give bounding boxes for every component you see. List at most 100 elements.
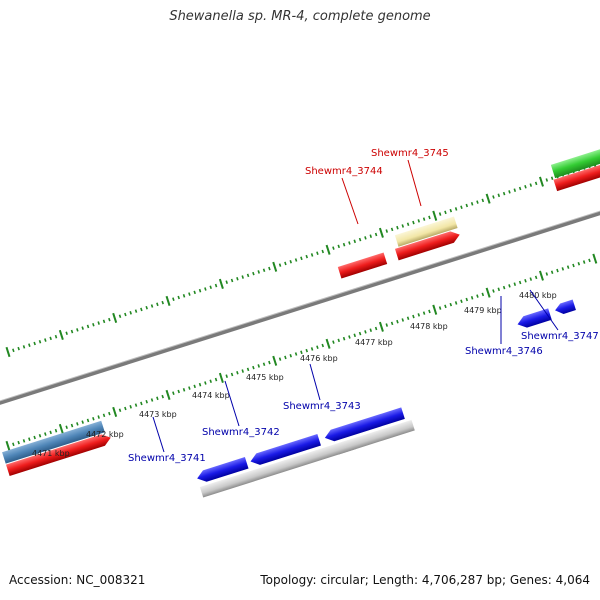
scale-tick bbox=[422, 217, 426, 221]
scale-tick bbox=[438, 212, 442, 216]
kbp-label: 4480 kbp bbox=[519, 291, 557, 300]
gene-feature-forward[interactable] bbox=[6, 432, 113, 477]
scale-tick bbox=[444, 210, 447, 215]
scale-tick bbox=[241, 275, 244, 279]
scale-tick bbox=[417, 313, 421, 317]
scale-tick bbox=[108, 411, 111, 416]
scale-tick bbox=[364, 236, 367, 240]
gene-label-leader bbox=[529, 289, 559, 331]
scale-tick bbox=[38, 340, 42, 344]
gene-feature-forward[interactable] bbox=[550, 140, 600, 179]
scale-tick bbox=[582, 260, 586, 264]
scale-tick bbox=[390, 227, 394, 232]
scale-tick bbox=[476, 200, 479, 204]
scale-tick bbox=[556, 268, 559, 273]
scale-tick bbox=[257, 364, 260, 368]
rna-feature[interactable] bbox=[394, 216, 458, 247]
scale-tick bbox=[204, 287, 207, 291]
scale-tick bbox=[102, 319, 106, 324]
scale-tick bbox=[165, 295, 171, 306]
scale-tick bbox=[592, 253, 598, 264]
scale-tick bbox=[561, 267, 565, 271]
scale-tick bbox=[124, 406, 127, 411]
scale-tick bbox=[465, 203, 469, 208]
kbp-label: 4471 kbp bbox=[32, 449, 70, 458]
scale-tick bbox=[321, 249, 324, 254]
scale-tick bbox=[33, 341, 36, 346]
gene-feature-forward[interactable] bbox=[553, 154, 600, 192]
gene-feature-reverse-3747[interactable] bbox=[554, 299, 576, 317]
scale-tick bbox=[513, 282, 517, 286]
scale-tick bbox=[524, 279, 527, 283]
scale-tick bbox=[268, 266, 271, 271]
scale-tick bbox=[353, 333, 357, 338]
scale-tick bbox=[538, 270, 544, 281]
gene-label-leader bbox=[152, 416, 165, 453]
scale-tick bbox=[364, 330, 367, 334]
scale-tick bbox=[460, 299, 463, 304]
scale-tick bbox=[54, 428, 58, 433]
scale-tick bbox=[294, 352, 298, 356]
kbp-label: 4472 kbp bbox=[86, 430, 124, 439]
gene-feature-forward-3744[interactable] bbox=[337, 252, 388, 279]
scale-tick bbox=[92, 416, 95, 421]
scale-tick bbox=[396, 225, 399, 230]
gene-feature-reverse[interactable] bbox=[199, 438, 356, 498]
scale-tick bbox=[150, 304, 154, 308]
scale-tick bbox=[497, 287, 501, 292]
gene-feature-forward-3745[interactable] bbox=[394, 229, 462, 261]
gene-label[interactable]: Shewmr4_3746 bbox=[465, 346, 543, 357]
scale-tick bbox=[218, 278, 224, 289]
scale-tick bbox=[278, 357, 282, 361]
scale-tick bbox=[289, 259, 292, 264]
scale-tick bbox=[44, 432, 47, 436]
scale-tick bbox=[310, 253, 314, 257]
scale-tick bbox=[33, 435, 36, 440]
gene-feature-reverse-3742[interactable] bbox=[249, 434, 321, 467]
scale-tick bbox=[278, 263, 282, 267]
scale-tick bbox=[172, 297, 175, 301]
gene-feature-reverse-3743[interactable] bbox=[323, 407, 405, 443]
gene-label[interactable]: Shewmr4_3741 bbox=[128, 453, 206, 464]
scale-tick bbox=[310, 347, 314, 351]
gene-label[interactable]: Shewmr4_3747 bbox=[521, 331, 599, 342]
scale-tick bbox=[12, 348, 15, 353]
kbp-label: 4476 kbp bbox=[300, 354, 338, 363]
scale-tick bbox=[70, 423, 74, 428]
scale-tick bbox=[348, 241, 351, 245]
scale-tick bbox=[529, 277, 533, 281]
scale-tick bbox=[230, 278, 234, 283]
kbp-label: 4473 kbp bbox=[139, 410, 177, 419]
gene-label-leader bbox=[224, 380, 240, 427]
scale-tick bbox=[401, 224, 405, 228]
gene-label[interactable]: Shewmr4_3742 bbox=[202, 427, 280, 438]
scale-tick bbox=[481, 292, 485, 297]
scale-tick bbox=[485, 287, 491, 298]
gene-feature-reverse-3741[interactable] bbox=[195, 457, 249, 484]
scale-tick bbox=[422, 311, 426, 315]
scale-tick bbox=[316, 345, 319, 349]
gene-feature-reverse[interactable] bbox=[335, 419, 415, 455]
scale-tick bbox=[374, 232, 378, 237]
scale-tick bbox=[492, 195, 495, 199]
scale-tick bbox=[214, 283, 218, 288]
gene-label[interactable]: Shewmr4_3743 bbox=[283, 401, 361, 412]
scale-tick bbox=[204, 381, 207, 385]
gene-feature-reverse-3746[interactable] bbox=[516, 308, 552, 330]
scale-tick bbox=[22, 439, 26, 443]
genome-backbone-highlight bbox=[0, 210, 600, 402]
scale-tick bbox=[22, 345, 26, 349]
scale-tick bbox=[497, 193, 501, 198]
scale-tick bbox=[38, 434, 42, 438]
scale-tick bbox=[108, 317, 111, 322]
gene-label-leader bbox=[407, 159, 422, 207]
scale-tick bbox=[325, 244, 331, 255]
gene-feature-forward[interactable] bbox=[2, 420, 105, 464]
scale-tick bbox=[54, 334, 58, 339]
gene-label[interactable]: Shewmr4_3744 bbox=[305, 166, 383, 177]
scale-tick bbox=[412, 220, 415, 225]
scale-tick bbox=[156, 302, 159, 307]
gene-label[interactable]: Shewmr4_3745 bbox=[371, 148, 449, 159]
scale-tick bbox=[76, 328, 79, 332]
scale-tick bbox=[140, 307, 143, 312]
